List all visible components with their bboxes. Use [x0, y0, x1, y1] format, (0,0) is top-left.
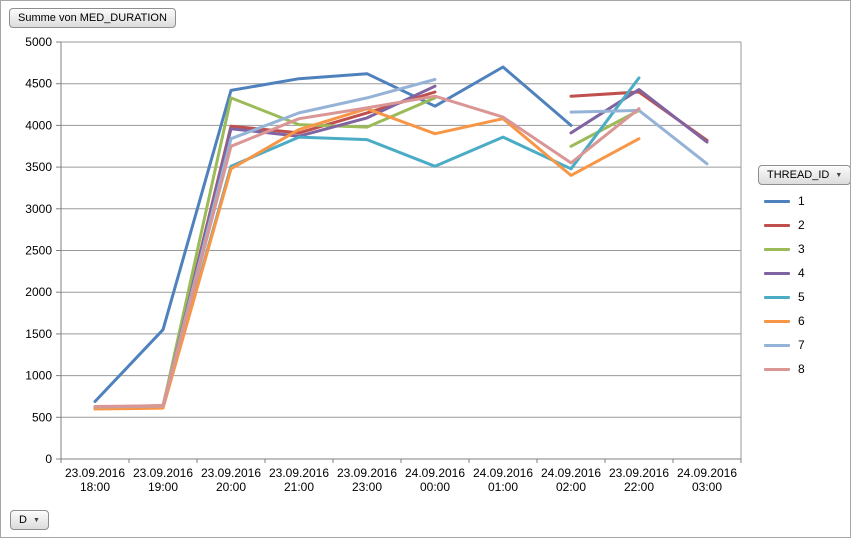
legend-item-label: 4 — [798, 266, 805, 280]
svg-text:23.09.2016: 23.09.2016 — [269, 466, 329, 480]
svg-text:19:00: 19:00 — [148, 480, 178, 494]
y-axis-tick-label: 4000 — [25, 118, 52, 132]
y-axis-tick-label: 1500 — [25, 327, 52, 341]
legend-line-swatch — [764, 271, 790, 275]
series-line-8 — [93, 94, 641, 408]
legend-item-5: 5 — [764, 285, 805, 309]
axis-field-button[interactable]: D ▼ — [10, 510, 49, 530]
legend-item-6: 6 — [764, 309, 805, 333]
series-line-1 — [93, 65, 573, 403]
gridlines — [61, 41, 742, 459]
svg-text:24.09.2016: 24.09.2016 — [677, 466, 737, 480]
y-axis-tick-label: 0 — [45, 452, 52, 466]
legend-item-label: 6 — [798, 314, 805, 328]
legend-item-7: 7 — [764, 333, 805, 357]
axes: 0 500 1000 1500 2000 2500 3000 3500 4000 4500 5000… — [25, 35, 742, 494]
y-axis-tick-label: 5000 — [25, 35, 52, 49]
axis-field-label: D — [19, 514, 27, 526]
svg-text:23.09.2016: 23.09.2016 — [65, 466, 125, 480]
legend-item-label: 3 — [798, 242, 805, 256]
legend-item-1: 1 — [764, 189, 805, 213]
legend-item-8: 8 — [764, 357, 805, 381]
legend-line-swatch — [764, 199, 790, 203]
y-axis-tick-label: 3000 — [25, 202, 52, 216]
y-axis-tick-label: 1000 — [25, 369, 52, 383]
svg-text:00:00: 00:00 — [420, 480, 450, 494]
svg-text:20:00: 20:00 — [216, 480, 246, 494]
chevron-down-icon: ▼ — [835, 171, 843, 179]
svg-text:18:00: 18:00 — [80, 480, 110, 494]
legend-line-swatch — [764, 295, 790, 299]
legend-line-swatch — [764, 223, 790, 227]
legend-item-label: 2 — [798, 218, 805, 232]
y-axis-tick-label: 3500 — [25, 160, 52, 174]
svg-text:23.09.2016: 23.09.2016 — [337, 466, 397, 480]
value-field-button[interactable]: Summe von MED_DURATION — [9, 8, 176, 28]
legend-item-label: 1 — [798, 194, 805, 208]
y-axis-tick-label: 2000 — [25, 285, 52, 299]
svg-text:23.09.2016: 23.09.2016 — [609, 466, 669, 480]
svg-text:03:00: 03:00 — [692, 480, 722, 494]
svg-text:22:00: 22:00 — [624, 480, 654, 494]
y-axis-tick-label: 4500 — [25, 77, 52, 91]
svg-text:23:00: 23:00 — [352, 480, 382, 494]
svg-text:24.09.2016: 24.09.2016 — [473, 466, 533, 480]
legend-field-label: THREAD_ID — [767, 169, 830, 181]
svg-text:02:00: 02:00 — [556, 480, 586, 494]
legend-item-3: 3 — [764, 237, 805, 261]
svg-text:24.09.2016: 24.09.2016 — [541, 466, 601, 480]
legend-line-swatch — [764, 247, 790, 251]
legend-field-button[interactable]: THREAD_ID ▼ — [758, 165, 850, 185]
legend-line-swatch — [764, 367, 790, 371]
svg-text:21:00: 21:00 — [284, 480, 314, 494]
svg-text:01:00: 01:00 — [488, 480, 518, 494]
legend-line-swatch — [764, 319, 790, 323]
legend-line-swatch — [764, 343, 790, 347]
legend-item-label: 7 — [798, 338, 805, 352]
svg-text:24.09.2016: 24.09.2016 — [405, 466, 465, 480]
legend: 1 2 3 4 5 6 7 8 — [764, 189, 805, 381]
legend-item-4: 4 — [764, 261, 805, 285]
y-axis-tick-label: 500 — [32, 410, 52, 424]
chevron-down-icon: ▼ — [32, 516, 40, 524]
legend-item-2: 2 — [764, 213, 805, 237]
y-axis-tick-label: 2500 — [25, 244, 52, 258]
value-field-label: Summe von MED_DURATION — [18, 12, 167, 24]
svg-text:23.09.2016: 23.09.2016 — [201, 466, 261, 480]
legend-item-label: 8 — [798, 362, 805, 376]
legend-item-label: 5 — [798, 290, 805, 304]
svg-text:23.09.2016: 23.09.2016 — [133, 466, 193, 480]
